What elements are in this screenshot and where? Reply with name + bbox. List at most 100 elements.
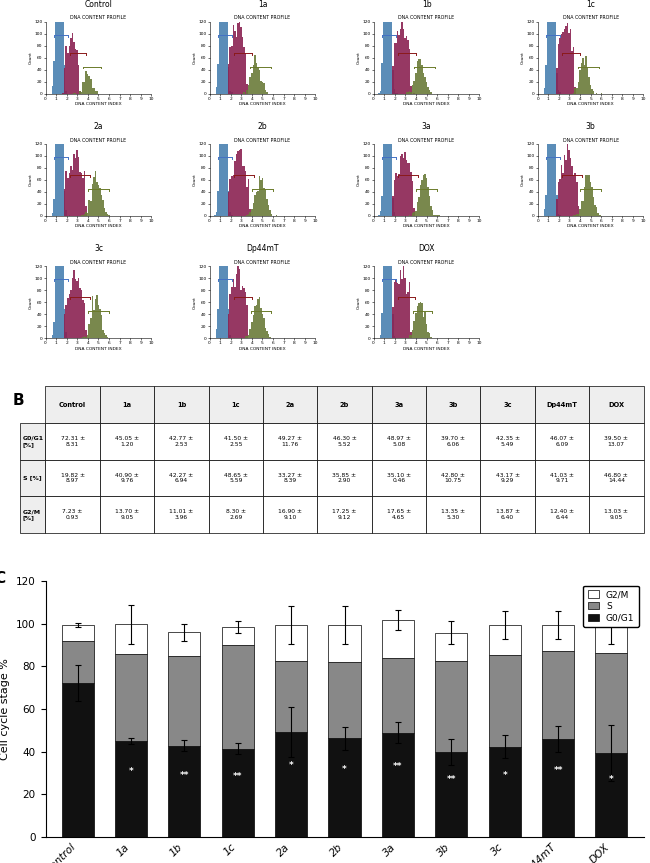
Bar <box>568 150 570 216</box>
Bar <box>250 330 251 338</box>
Bar <box>220 16 222 216</box>
Bar <box>79 172 81 216</box>
Bar <box>382 658 414 733</box>
Bar <box>220 0 222 93</box>
Bar <box>549 0 550 93</box>
Bar <box>57 18 58 216</box>
Bar <box>387 0 389 216</box>
Bar <box>401 19 403 93</box>
Bar <box>424 78 426 93</box>
Bar <box>393 282 395 338</box>
Bar <box>595 625 627 653</box>
Bar <box>412 180 413 216</box>
Bar <box>66 211 67 216</box>
Bar <box>265 90 266 93</box>
Bar <box>219 3 220 93</box>
Bar <box>254 306 255 338</box>
Bar <box>398 35 400 93</box>
Bar <box>570 29 571 93</box>
Bar <box>420 186 421 216</box>
Bar <box>328 662 361 739</box>
Y-axis label: Count: Count <box>357 296 361 309</box>
Bar <box>269 337 271 338</box>
Bar <box>421 180 422 216</box>
Bar <box>387 0 389 93</box>
Bar <box>413 212 415 216</box>
Bar <box>104 208 105 216</box>
Bar <box>260 308 262 338</box>
Bar <box>421 304 422 338</box>
Text: *: * <box>129 767 133 776</box>
Bar <box>70 290 72 338</box>
Bar <box>383 240 384 338</box>
Bar <box>72 33 73 93</box>
Bar <box>101 195 102 216</box>
X-axis label: DNA CONTENT INDEX: DNA CONTENT INDEX <box>239 224 286 229</box>
X-axis label: DNA CONTENT INDEX: DNA CONTENT INDEX <box>403 347 450 351</box>
Bar <box>409 48 410 93</box>
Bar <box>216 212 217 216</box>
Bar <box>252 204 254 216</box>
Bar <box>392 196 393 216</box>
Bar <box>427 331 429 338</box>
Y-axis label: Count: Count <box>357 51 361 64</box>
Bar <box>389 16 391 216</box>
Bar <box>410 91 412 93</box>
Bar <box>435 215 437 216</box>
Bar <box>263 188 265 216</box>
X-axis label: DNA CONTENT INDEX: DNA CONTENT INDEX <box>567 224 614 229</box>
Bar <box>68 173 70 216</box>
Y-axis label: Count: Count <box>192 296 197 309</box>
Bar <box>393 89 395 93</box>
X-axis label: DNA CONTENT INDEX: DNA CONTENT INDEX <box>75 224 122 229</box>
Bar <box>67 178 68 216</box>
Bar <box>422 73 424 93</box>
Bar <box>420 60 421 93</box>
Bar <box>51 86 53 93</box>
Bar <box>239 21 240 93</box>
Bar <box>85 211 87 216</box>
Bar <box>95 91 96 93</box>
Bar <box>427 187 429 216</box>
Title: DNA CONTENT PROFILE: DNA CONTENT PROFILE <box>398 16 454 21</box>
Bar <box>408 292 409 338</box>
Title: DNA CONTENT PROFILE: DNA CONTENT PROFILE <box>398 138 454 143</box>
Bar <box>427 87 429 93</box>
Title: DNA CONTENT PROFILE: DNA CONTENT PROFILE <box>562 138 619 143</box>
Bar <box>115 654 147 741</box>
Bar <box>168 633 200 656</box>
Bar <box>592 89 593 93</box>
Bar <box>567 142 568 216</box>
Bar <box>559 179 561 216</box>
Bar <box>393 42 395 93</box>
Bar <box>432 210 434 216</box>
Bar <box>547 0 549 93</box>
Y-axis label: Count: Count <box>357 173 361 186</box>
Bar <box>578 214 579 216</box>
Bar <box>237 257 239 338</box>
Bar <box>553 28 554 216</box>
Bar <box>418 60 420 93</box>
Bar <box>62 250 64 338</box>
Bar <box>222 0 224 93</box>
Bar <box>489 655 521 746</box>
Bar <box>400 270 401 338</box>
Bar <box>229 47 231 93</box>
Bar <box>92 184 93 216</box>
Text: 1a: 1a <box>257 0 267 9</box>
Bar <box>250 211 251 216</box>
Bar <box>409 335 410 338</box>
Bar <box>556 199 558 216</box>
Bar <box>219 243 220 338</box>
Bar <box>595 653 627 753</box>
Bar <box>70 38 72 93</box>
Bar <box>61 22 62 216</box>
Bar <box>389 0 391 93</box>
Bar <box>259 297 260 338</box>
Bar <box>391 263 392 338</box>
Bar <box>588 77 590 93</box>
Title: DNA CONTENT PROFILE: DNA CONTENT PROFILE <box>235 260 291 265</box>
Bar <box>398 174 400 216</box>
Bar <box>436 661 467 753</box>
Bar <box>547 117 549 216</box>
